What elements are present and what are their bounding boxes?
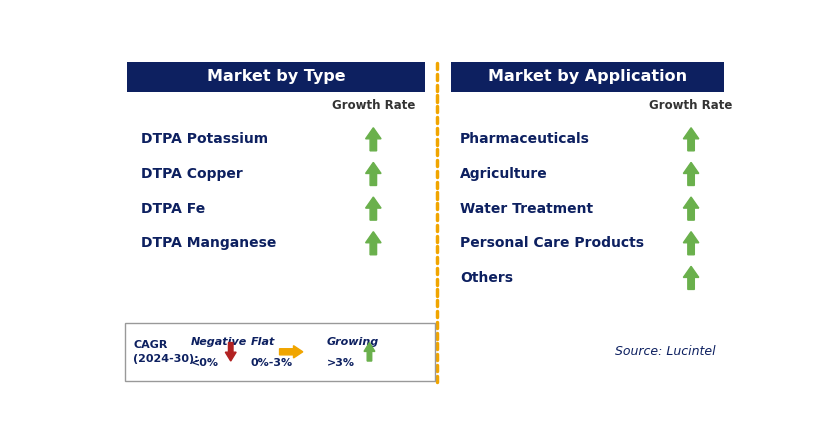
FancyBboxPatch shape [127,62,425,91]
Polygon shape [682,162,698,186]
Text: Growth Rate: Growth Rate [648,99,732,112]
Text: DTPA Manganese: DTPA Manganese [141,236,276,250]
Polygon shape [363,343,374,361]
Text: 0%-3%: 0%-3% [251,358,292,368]
Polygon shape [365,162,381,186]
Polygon shape [682,267,698,290]
Polygon shape [225,343,236,361]
Text: DTPA Copper: DTPA Copper [141,167,243,181]
Text: Market by Type: Market by Type [206,69,345,84]
Text: CAGR
(2024-30):: CAGR (2024-30): [133,340,199,364]
Text: <0%: <0% [190,358,218,368]
Polygon shape [365,197,381,220]
Text: Water Treatment: Water Treatment [460,202,593,216]
Text: DTPA Potassium: DTPA Potassium [141,132,267,146]
Text: Flat: Flat [251,337,275,347]
Polygon shape [279,346,302,358]
Text: Pharmaceuticals: Pharmaceuticals [460,132,590,146]
Polygon shape [365,232,381,255]
Text: Negative: Negative [190,337,247,347]
Text: DTPA Fe: DTPA Fe [141,202,205,216]
Polygon shape [682,128,698,151]
Text: Agriculture: Agriculture [460,167,547,181]
Text: Growth Rate: Growth Rate [331,99,415,112]
Polygon shape [682,232,698,255]
Text: Source: Lucintel: Source: Lucintel [614,344,715,358]
Text: Growing: Growing [326,337,378,347]
Polygon shape [365,128,381,151]
Text: >3%: >3% [326,358,354,368]
FancyBboxPatch shape [125,323,434,381]
Polygon shape [682,197,698,220]
Text: Others: Others [460,271,513,285]
Text: Personal Care Products: Personal Care Products [460,236,643,250]
FancyBboxPatch shape [450,62,723,91]
Text: Market by Application: Market by Application [487,69,686,84]
